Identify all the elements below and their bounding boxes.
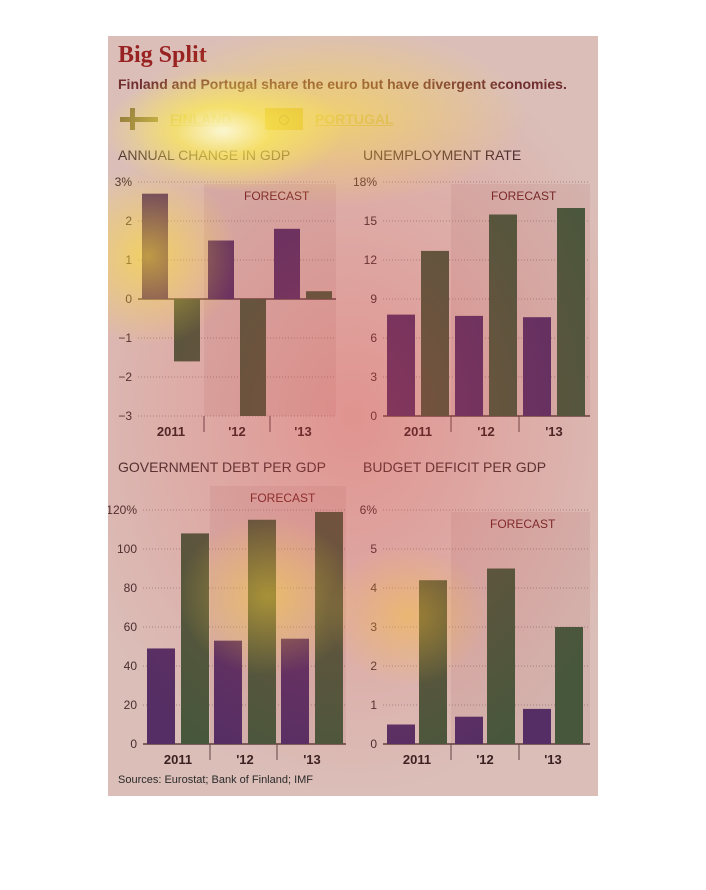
bar-finland — [142, 193, 168, 299]
bar-portugal — [555, 627, 583, 744]
bar-portugal — [421, 250, 449, 416]
x-tick-label: 2011 — [403, 752, 431, 767]
forecast-label: FORECAST — [490, 517, 556, 531]
bar-finland — [387, 724, 415, 744]
bar-portugal — [174, 299, 200, 362]
x-tick-label: 2011 — [157, 424, 185, 439]
chart-title: BUDGET DEFICIT PER GDP — [363, 459, 546, 475]
y-tick-label: 3 — [370, 620, 377, 634]
bar-finland — [455, 716, 483, 744]
x-tick-label: '13 — [294, 424, 312, 439]
bar-portugal — [315, 511, 343, 744]
y-tick-label: 120% — [108, 503, 137, 517]
y-tick-label: 0 — [370, 409, 377, 423]
y-tick-label: 2 — [125, 214, 132, 228]
y-tick-label: −3 — [118, 409, 132, 423]
x-tick-label: 2011 — [164, 752, 192, 767]
bar-finland — [455, 315, 483, 416]
y-tick-label: 100 — [117, 542, 137, 556]
forecast-label: FORECAST — [250, 491, 316, 505]
x-tick-label: '13 — [544, 752, 562, 767]
bar-portugal — [489, 214, 517, 416]
bar-finland — [214, 640, 242, 744]
bar-portugal — [248, 519, 276, 744]
y-tick-label: 20 — [124, 698, 138, 712]
forecast-region — [204, 184, 336, 416]
y-tick-label: −1 — [118, 331, 132, 345]
y-tick-label: 2 — [370, 659, 377, 673]
bar-portugal — [487, 568, 515, 744]
bar-portugal — [419, 580, 447, 744]
y-tick-label: 1 — [125, 253, 132, 267]
bar-finland — [208, 240, 234, 299]
y-tick-label: 80 — [124, 581, 138, 595]
y-tick-label: 15 — [364, 214, 378, 228]
x-tick-label: '12 — [236, 752, 254, 767]
y-tick-label: 60 — [124, 620, 138, 634]
bar-finland — [147, 648, 175, 744]
y-tick-label: 6 — [370, 331, 377, 345]
x-tick-label: 2011 — [404, 424, 432, 439]
y-tick-label: 3% — [115, 175, 133, 189]
y-tick-label: 5 — [370, 542, 377, 556]
infographic-panel: Big Split Finland and Portugal share the… — [108, 36, 598, 796]
y-tick-label: 4 — [370, 581, 377, 595]
bar-finland — [281, 638, 309, 744]
x-tick-label: '12 — [228, 424, 246, 439]
bar-portugal — [240, 299, 266, 416]
y-tick-label: 0 — [125, 292, 132, 306]
chart-title: ANNUAL CHANGE IN GDP — [118, 147, 290, 163]
bar-finland — [274, 228, 300, 299]
y-tick-label: 3 — [370, 370, 377, 384]
x-tick-label: '13 — [545, 424, 563, 439]
y-tick-label: 12 — [364, 253, 378, 267]
forecast-label: FORECAST — [491, 189, 557, 203]
sources-note: Sources: Eurostat; Bank of Finland; IMF — [118, 774, 314, 786]
forecast-label: FORECAST — [244, 189, 310, 203]
y-tick-label: 0 — [130, 737, 137, 751]
y-tick-label: 9 — [370, 292, 377, 306]
chart-title: UNEMPLOYMENT RATE — [363, 147, 521, 163]
y-tick-label: −2 — [118, 370, 132, 384]
x-tick-label: '13 — [303, 752, 321, 767]
y-tick-label: 40 — [124, 659, 138, 673]
x-tick-label: '12 — [477, 424, 495, 439]
y-tick-label: 6% — [360, 503, 378, 517]
y-tick-label: 1 — [370, 698, 377, 712]
bar-finland — [523, 708, 551, 744]
y-tick-label: 0 — [370, 737, 377, 751]
bar-portugal — [306, 291, 332, 299]
x-tick-label: '12 — [476, 752, 494, 767]
bar-portugal — [557, 208, 585, 416]
bar-portugal — [181, 533, 209, 744]
bar-finland — [387, 314, 415, 416]
charts-svg: ANNUAL CHANGE IN GDP FORECAST 3% 2 1 0 −1 −2 −3 2… — [108, 147, 590, 767]
bar-finland — [523, 317, 551, 416]
chart-title: GOVERNMENT DEBT PER GDP — [118, 459, 326, 475]
y-tick-label: 18% — [353, 175, 377, 189]
